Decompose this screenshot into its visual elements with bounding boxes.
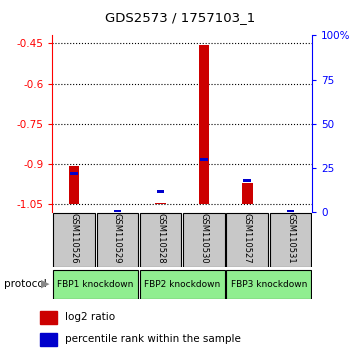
Bar [40,333,57,346]
Bar [226,213,268,267]
Bar [270,213,312,267]
Text: GSM110527: GSM110527 [243,213,252,264]
Bar [70,172,78,175]
Bar [243,179,251,182]
Text: GSM110531: GSM110531 [286,213,295,264]
Bar [242,183,253,204]
Bar [40,311,57,324]
Text: GSM110526: GSM110526 [70,213,78,264]
Bar [155,203,166,204]
Bar [200,158,208,161]
Text: FBP1 knockdown: FBP1 knockdown [57,280,134,289]
Text: GSM110528: GSM110528 [156,213,165,264]
Bar [96,213,138,267]
Bar [69,166,79,204]
Bar [183,213,225,267]
Bar [157,190,164,193]
Text: FBP3 knockdown: FBP3 knockdown [231,280,307,289]
Bar [140,270,225,298]
Text: GSM110530: GSM110530 [200,213,208,264]
Text: ▶: ▶ [41,279,49,289]
Bar [140,213,182,267]
Text: FBP2 knockdown: FBP2 knockdown [144,280,221,289]
Text: GDS2573 / 1757103_1: GDS2573 / 1757103_1 [105,11,256,24]
Bar [53,213,95,267]
Bar [199,45,209,204]
Bar [226,270,312,298]
Text: GSM110529: GSM110529 [113,213,122,264]
Text: protocol: protocol [4,279,46,289]
Bar [287,210,294,213]
Text: percentile rank within the sample: percentile rank within the sample [65,335,241,344]
Text: log2 ratio: log2 ratio [65,312,115,322]
Bar [113,210,121,213]
Bar [53,270,138,298]
